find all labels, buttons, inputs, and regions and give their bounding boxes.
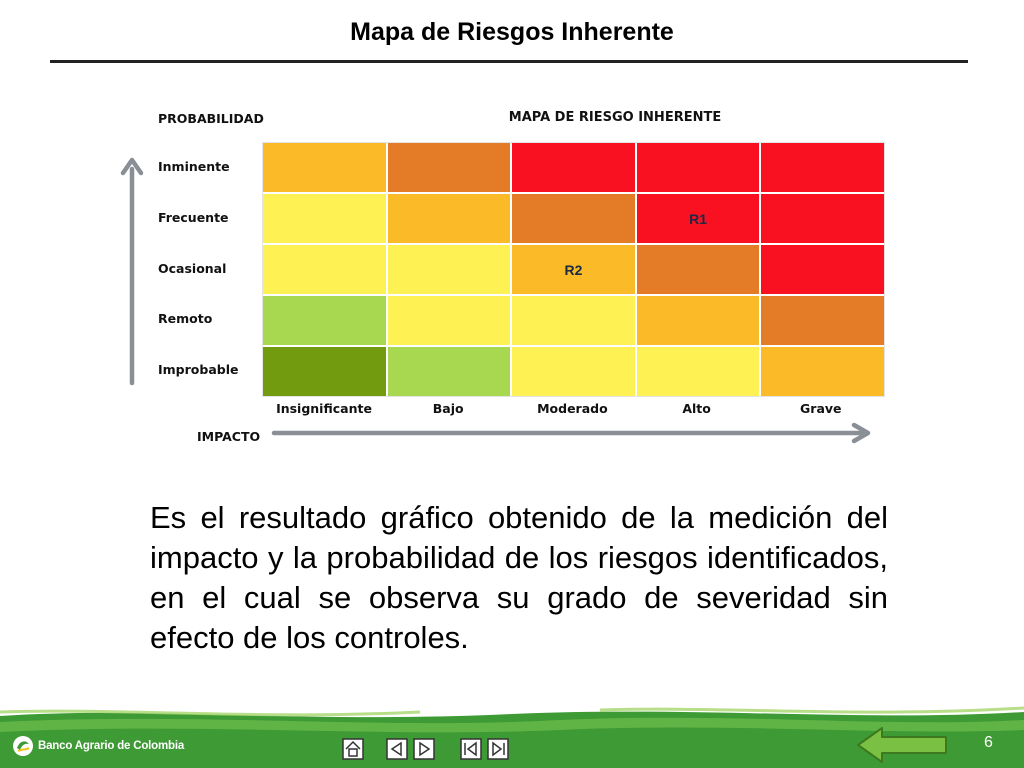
risk-cell: [512, 194, 635, 243]
risk-cell: [387, 245, 511, 294]
probability-level-label: Remoto: [158, 311, 213, 327]
y-axis-label: PROBABILIDAD: [158, 111, 264, 126]
matrix-title: MAPA DE RIESGO INHERENTE: [508, 110, 722, 125]
risk-cell: R2: [512, 245, 635, 294]
risk-cell: [636, 347, 760, 396]
risk-cell: [263, 194, 386, 243]
risk-cell: [761, 245, 884, 294]
impact-level-label: Moderado: [537, 401, 608, 416]
risk-cell: [636, 296, 760, 345]
x-axis-label: IMPACTO: [197, 429, 261, 444]
risk-cell: [761, 194, 884, 243]
impact-arrow-icon: [271, 422, 871, 444]
risk-cell: [761, 143, 884, 192]
risk-matrix-grid: R1 R2: [262, 142, 885, 397]
probability-level-label: Improbable: [158, 361, 239, 377]
risk-cell: [636, 245, 760, 294]
risk-cell: [761, 296, 884, 345]
risk-cell: [512, 296, 635, 345]
risk-cell: [263, 143, 386, 192]
probability-level-label: Inminente: [158, 159, 230, 175]
home-icon[interactable]: [342, 738, 364, 760]
risk-cell: [263, 296, 386, 345]
impact-level-label: Insignificante: [276, 401, 372, 416]
probability-arrow-icon: [120, 157, 144, 386]
bank-logo: Banco Agrario de Colombia: [12, 735, 184, 757]
slide-title: Mapa de Riesgos Inherente: [350, 18, 674, 46]
bank-logo-icon: [13, 736, 33, 756]
risk-cell: [761, 347, 884, 396]
probability-level-label: Frecuente: [158, 209, 229, 225]
bank-logo-text: Banco Agrario de Colombia: [38, 740, 185, 752]
risk-cell: [387, 347, 511, 396]
impact-level-label: Bajo: [432, 401, 464, 416]
next-slide-icon[interactable]: [413, 738, 435, 760]
risk-map: PROBABILIDAD MAPA DE RIESGO INHERENTE In…: [120, 110, 885, 444]
risk-cell: [636, 143, 760, 192]
last-slide-icon[interactable]: [487, 738, 509, 760]
risk-cell: R1: [636, 194, 760, 243]
title-divider: [50, 60, 968, 63]
impact-level-label: Alto: [682, 401, 711, 416]
risk-cell: [387, 296, 511, 345]
description-text: Es el resultado gráfico obtenido de la m…: [150, 500, 888, 655]
probability-level-label: Ocasional: [158, 260, 227, 276]
risk-cell: [263, 347, 386, 396]
impact-level-label: Grave: [800, 401, 842, 416]
first-slide-icon[interactable]: [460, 738, 482, 760]
page-number: 6: [984, 734, 993, 751]
footer-band: [0, 706, 1024, 768]
risk-cell: [387, 194, 511, 243]
risk-cell: [512, 143, 635, 192]
back-arrow-icon[interactable]: [856, 725, 950, 765]
risk-cell: [263, 245, 386, 294]
risk-cell: [387, 143, 511, 192]
previous-slide-icon[interactable]: [386, 738, 408, 760]
risk-cell: [512, 347, 635, 396]
